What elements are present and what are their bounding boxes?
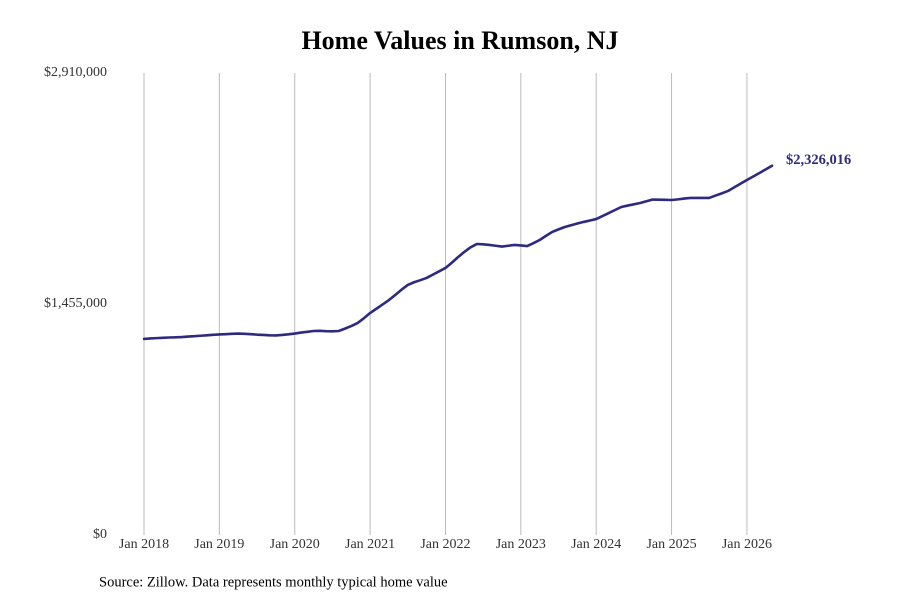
data-line [142, 164, 774, 341]
x-tick-label: Jan 2026 [722, 537, 772, 552]
x-tick-label: Jan 2018 [119, 537, 169, 552]
source-note: Source: Zillow. Data represents monthly … [99, 574, 448, 590]
x-tick-label: Jan 2024 [571, 537, 621, 552]
y-tick-label: $1,455,000 [44, 296, 107, 311]
x-tick-label: Jan 2022 [420, 537, 470, 552]
x-tick-label: Jan 2023 [496, 537, 546, 552]
y-tick-label: $0 [93, 527, 107, 542]
x-tick-label: Jan 2020 [270, 537, 320, 552]
x-tick-label: Jan 2021 [345, 537, 395, 552]
chart-title: Home Values in Rumson, NJ [301, 26, 618, 55]
y-tick-label: $2,910,000 [44, 65, 107, 80]
x-tick-label: Jan 2025 [646, 537, 696, 552]
value-label: $2,326,016 [786, 152, 851, 168]
x-tick-label: Jan 2019 [194, 537, 244, 552]
